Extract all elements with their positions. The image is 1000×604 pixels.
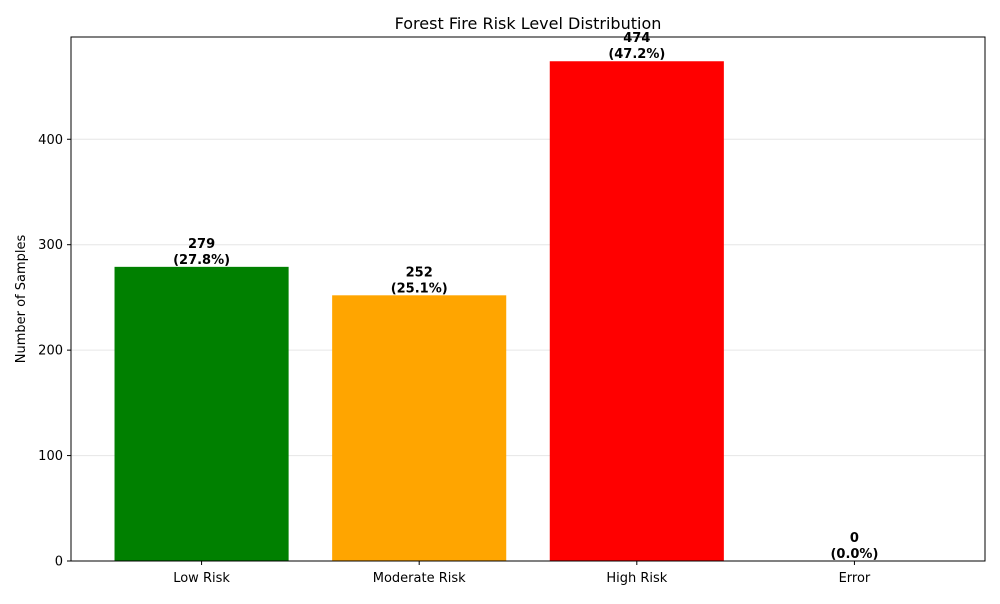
bars-layer — [114, 61, 724, 561]
data-label-percent: (47.2%) — [608, 47, 665, 62]
x-tick-label: High Risk — [606, 571, 667, 586]
data-label-percent: (27.8%) — [173, 253, 230, 268]
y-axis-title: Number of Samples — [14, 235, 29, 364]
plot-frame — [70, 36, 986, 562]
data-label-count: 474 — [623, 31, 650, 46]
y-tick-label: 200 — [38, 344, 63, 359]
bar-data-label: 0 (0.0%) — [830, 531, 878, 562]
x-axis: Low Risk Moderate Risk High Risk Error — [173, 561, 871, 586]
data-label-count: 279 — [188, 237, 215, 252]
bar-data-label: 474 (47.2%) — [608, 31, 665, 62]
y-tick-label: 100 — [38, 449, 63, 464]
x-tick-label: Low Risk — [173, 571, 230, 586]
y-tick-label: 0 — [55, 555, 63, 570]
data-label-count: 252 — [406, 265, 433, 280]
chart-title: Forest Fire Risk Level Distribution — [395, 14, 662, 33]
y-tick-label: 300 — [38, 238, 63, 253]
x-tick-label: Moderate Risk — [373, 571, 466, 586]
y-tick-label: 400 — [38, 133, 63, 148]
bar-low-risk — [114, 266, 289, 561]
bar-data-label: 252 (25.1%) — [391, 265, 448, 296]
data-labels: 279 (27.8%) 252 (25.1%) 474 (47.2%) 0 (0.0%) — [173, 31, 878, 562]
bar-moderate-risk — [332, 295, 507, 561]
data-label-count: 0 — [850, 531, 859, 546]
bar-high-risk — [549, 61, 724, 561]
y-axis: 0 100 200 300 400 — [38, 133, 71, 570]
data-label-percent: (25.1%) — [391, 281, 448, 296]
data-label-percent: (0.0%) — [830, 547, 878, 562]
x-tick-label: Error — [839, 571, 871, 586]
bar-data-label: 279 (27.8%) — [173, 237, 230, 268]
